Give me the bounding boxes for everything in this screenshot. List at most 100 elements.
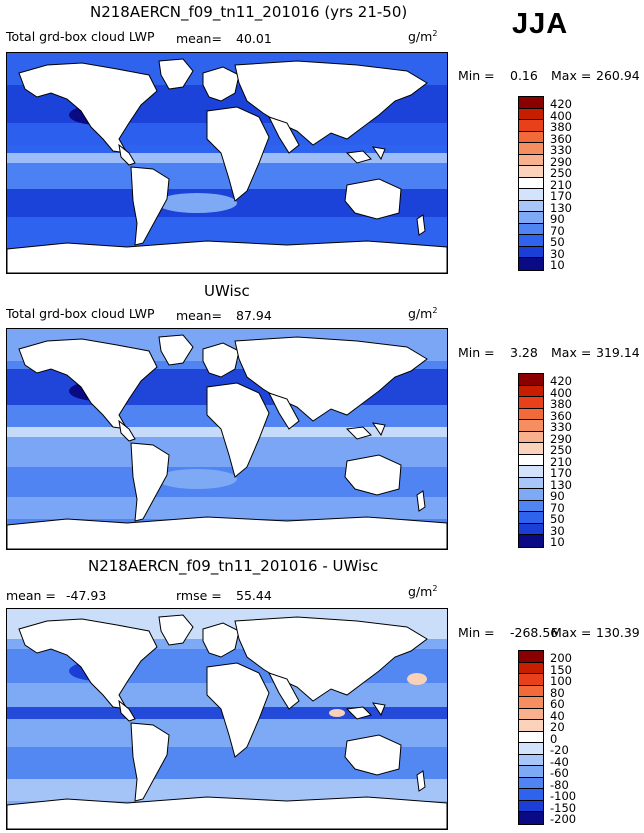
colorbar-label: 10	[550, 258, 565, 272]
panel-2-mean-value: 87.94	[236, 308, 272, 323]
coastline	[158, 614, 194, 646]
colorbar-label: 50	[550, 235, 565, 249]
coastline	[118, 143, 136, 166]
field-blob	[329, 709, 345, 717]
coastline	[130, 722, 170, 802]
panel-3-colorbar	[518, 650, 544, 825]
colorbar-swatch	[519, 512, 543, 524]
coastline	[130, 442, 170, 522]
colorbar-swatch	[519, 662, 543, 674]
panel-2-map	[6, 328, 448, 550]
colorbar-label: -60	[550, 766, 569, 780]
colorbar-label: 400	[550, 385, 572, 400]
coastline	[344, 734, 402, 776]
panel-3-mean-label: mean =	[6, 588, 56, 603]
coastline	[202, 66, 240, 102]
field-band	[7, 497, 447, 519]
coastline	[158, 334, 194, 366]
colorbar-swatch	[519, 223, 543, 235]
colorbar-swatch	[519, 108, 543, 120]
colorbar-swatch	[519, 397, 543, 409]
panel-2-colorbar	[518, 373, 544, 548]
colorbar-label: 250	[550, 443, 572, 457]
panel-1-map	[6, 52, 448, 274]
colorbar-swatch	[519, 258, 543, 270]
coastline	[344, 178, 402, 220]
panel-3-min-label: Min =	[458, 625, 495, 640]
panel-3-max-value: 130.39	[596, 625, 640, 640]
coastline	[371, 422, 386, 437]
colorbar-label: 380	[550, 120, 572, 134]
colorbar-swatch	[519, 685, 543, 697]
colorbar-label: 90	[550, 489, 565, 503]
colorbar-swatch	[519, 477, 543, 489]
colorbar-label: 290	[550, 431, 572, 446]
colorbar-label: -100	[550, 789, 577, 803]
colorbar-swatch	[519, 431, 543, 443]
panel-1-map-svg	[7, 53, 447, 273]
colorbar-swatch	[519, 743, 543, 755]
panel-1-max-value: 260.94	[596, 68, 640, 83]
panel-2-min-value: 3.28	[510, 345, 538, 360]
panel-1-min-value: 0.16	[510, 68, 538, 83]
coastline	[202, 622, 240, 658]
panel-2-field: Total grd-box cloud LWP	[6, 306, 155, 321]
panel-1-mean-label: mean=	[176, 31, 222, 46]
panel-1-field: Total grd-box cloud LWP	[6, 29, 155, 44]
coastline	[344, 454, 402, 496]
colorbar-swatch	[519, 697, 543, 709]
colorbar-swatch	[519, 500, 543, 512]
colorbar-label: 210	[550, 454, 572, 469]
colorbar-swatch	[519, 408, 543, 420]
panel-2-units: g/m2	[408, 306, 438, 322]
coastline	[7, 516, 447, 549]
panel-1-mean-value: 40.01	[236, 31, 272, 46]
coastline	[416, 214, 426, 236]
colorbar-label: -20	[550, 743, 569, 757]
colorbar-swatch	[519, 235, 543, 247]
colorbar-swatch	[519, 708, 543, 720]
colorbar-swatch	[519, 523, 543, 535]
panel-3-rmse-label: rmse =	[176, 588, 222, 603]
colorbar-swatch	[519, 385, 543, 397]
coastline	[7, 240, 447, 273]
colorbar-swatch	[519, 489, 543, 501]
colorbar-label: 330	[550, 143, 572, 157]
colorbar-label: 360	[550, 408, 572, 423]
colorbar-swatch	[519, 812, 543, 824]
coastline	[206, 106, 270, 202]
field-blob	[157, 469, 237, 489]
panel-1-title: N218AERCN_f09_tn11_201016 (yrs 21-50)	[90, 3, 408, 21]
colorbar-label: 150	[550, 662, 572, 677]
colorbar-label: -40	[550, 754, 569, 769]
colorbar-label: 170	[550, 189, 572, 203]
panel-3-rmse-value: 55.44	[236, 588, 272, 603]
panel-2-max-label: Max =	[551, 345, 592, 360]
colorbar-swatch	[519, 674, 543, 686]
colorbar-label: 290	[550, 154, 572, 169]
coastline	[206, 662, 270, 758]
colorbar-label: 70	[550, 223, 565, 238]
panel-2-mean-label: mean=	[176, 308, 222, 323]
colorbar-label: 30	[550, 246, 565, 261]
colorbar-swatch	[519, 789, 543, 801]
colorbar-label: 400	[550, 108, 572, 123]
panel-2-title: UWisc	[204, 282, 250, 300]
colorbar-swatch	[519, 720, 543, 732]
panel-3-title: N218AERCN_f09_tn11_201016 - UWisc	[88, 557, 379, 575]
coastline	[416, 770, 426, 792]
panel-1-max-label: Max =	[551, 68, 592, 83]
colorbar-label: 70	[550, 500, 565, 515]
field-blob	[407, 673, 427, 685]
panel-3-map-svg	[7, 609, 447, 829]
coastline	[345, 150, 372, 164]
colorbar-label: -80	[550, 777, 569, 792]
colorbar-swatch	[519, 535, 543, 547]
panel-1-min-label: Min =	[458, 68, 495, 83]
panel-1-units: g/m2	[408, 29, 438, 45]
panel-3-min-value: -268.56	[510, 625, 559, 640]
coastline	[371, 702, 386, 717]
colorbar-label: 130	[550, 477, 572, 492]
panel-3-max-label: Max =	[551, 625, 592, 640]
colorbar-label: 0	[550, 731, 558, 746]
